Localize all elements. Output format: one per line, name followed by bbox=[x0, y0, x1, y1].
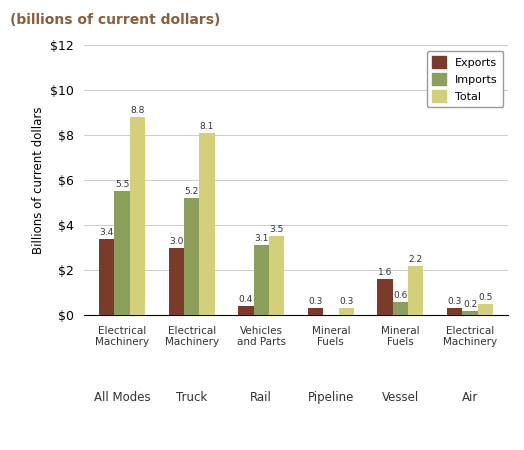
Text: Vessel: Vessel bbox=[382, 391, 419, 404]
Text: (billions of current dollars): (billions of current dollars) bbox=[10, 14, 221, 27]
Text: 0.5: 0.5 bbox=[478, 293, 493, 302]
Text: Mineral
Fuels: Mineral Fuels bbox=[312, 326, 350, 347]
Text: 2.2: 2.2 bbox=[409, 255, 423, 264]
Text: Air: Air bbox=[462, 391, 478, 404]
Bar bbox=[114, 191, 130, 315]
Bar bbox=[339, 308, 354, 315]
Bar bbox=[169, 248, 184, 315]
Text: 8.8: 8.8 bbox=[130, 106, 145, 115]
Text: Mineral
Fuels: Mineral Fuels bbox=[381, 326, 420, 347]
Bar bbox=[130, 117, 145, 315]
Bar bbox=[447, 308, 462, 315]
Bar bbox=[377, 279, 393, 315]
Text: 5.5: 5.5 bbox=[115, 180, 129, 189]
Text: 3.0: 3.0 bbox=[169, 237, 183, 246]
Text: 0.2: 0.2 bbox=[463, 300, 477, 309]
Bar bbox=[462, 310, 478, 315]
Text: 3.5: 3.5 bbox=[269, 225, 284, 234]
Text: 3.4: 3.4 bbox=[100, 228, 114, 237]
Bar bbox=[269, 236, 284, 315]
Text: Electrical
Machinery: Electrical Machinery bbox=[165, 326, 219, 347]
Bar bbox=[99, 238, 114, 315]
Text: All Modes: All Modes bbox=[94, 391, 150, 404]
Bar bbox=[478, 304, 493, 315]
Text: 0.3: 0.3 bbox=[308, 297, 323, 306]
Bar bbox=[184, 198, 199, 315]
Text: 0.4: 0.4 bbox=[239, 295, 253, 304]
Text: Pipeline: Pipeline bbox=[308, 391, 354, 404]
Text: 0.3: 0.3 bbox=[339, 297, 353, 306]
Text: 8.1: 8.1 bbox=[200, 122, 214, 131]
Y-axis label: Billions of current dollars: Billions of current dollars bbox=[31, 106, 45, 254]
Bar bbox=[408, 266, 423, 315]
Text: 0.6: 0.6 bbox=[393, 291, 408, 300]
Legend: Exports, Imports, Total: Exports, Imports, Total bbox=[427, 50, 503, 107]
Text: 1.6: 1.6 bbox=[378, 268, 392, 277]
Bar bbox=[199, 133, 215, 315]
Bar bbox=[393, 302, 408, 315]
Text: 3.1: 3.1 bbox=[254, 234, 268, 243]
Text: Truck: Truck bbox=[176, 391, 208, 404]
Text: Electrical
Machinery: Electrical Machinery bbox=[95, 326, 149, 347]
Bar bbox=[238, 306, 254, 315]
Text: 5.2: 5.2 bbox=[184, 187, 199, 196]
Bar bbox=[308, 308, 323, 315]
Bar bbox=[254, 245, 269, 315]
Text: Electrical
Machinery: Electrical Machinery bbox=[443, 326, 497, 347]
Text: 0.3: 0.3 bbox=[447, 297, 462, 306]
Text: Rail: Rail bbox=[250, 391, 272, 404]
Text: Vehicles
and Parts: Vehicles and Parts bbox=[237, 326, 286, 347]
